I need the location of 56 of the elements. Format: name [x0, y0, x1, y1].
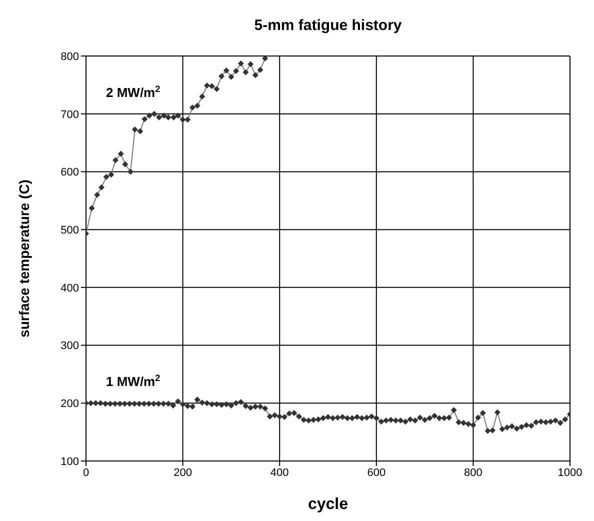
- y-tick-label: 200: [60, 398, 79, 410]
- point: [194, 102, 200, 109]
- y-tick-label: 100: [60, 456, 79, 468]
- x-axis-title: cycle: [308, 496, 348, 513]
- point: [118, 150, 124, 157]
- point: [208, 83, 215, 90]
- point: [242, 69, 249, 76]
- point: [218, 73, 225, 80]
- point: [233, 68, 240, 74]
- x-tick-label: 800: [464, 466, 482, 479]
- chart-title: 5-mm fatigue history: [254, 17, 402, 34]
- x-tick-label: 600: [367, 466, 386, 479]
- point: [204, 82, 210, 89]
- point: [160, 112, 167, 119]
- point: [223, 67, 230, 74]
- point: [180, 116, 186, 123]
- point: [88, 205, 95, 212]
- point: [189, 104, 196, 110]
- y-tick-label: 400: [60, 282, 79, 294]
- point: [103, 174, 110, 180]
- y-tick-label: 300: [60, 340, 79, 352]
- x-tick-label: 0: [82, 466, 90, 479]
- point: [214, 86, 220, 92]
- y-tick-label: 500: [60, 224, 79, 236]
- y-tick-label: 700: [60, 108, 79, 121]
- point: [228, 74, 234, 80]
- point: [238, 60, 244, 67]
- annotation: 2 MW/m$^{2}$: [106, 84, 160, 100]
- annotation: 1 MW/m$^{2}$: [106, 373, 160, 389]
- point: [165, 114, 172, 120]
- point: [142, 116, 148, 122]
- point: [257, 66, 264, 73]
- y-tick-label: 600: [60, 166, 79, 179]
- x-tick-label: 1000: [558, 466, 582, 479]
- point: [252, 72, 258, 78]
- x-tick-label: 200: [174, 466, 192, 479]
- point: [184, 116, 191, 123]
- point: [132, 126, 138, 132]
- point: [146, 112, 152, 119]
- point: [199, 94, 206, 100]
- point: [112, 157, 119, 164]
- point: [98, 184, 104, 190]
- point: [248, 61, 254, 68]
- point: [128, 168, 134, 175]
- point: [262, 56, 268, 62]
- point: [122, 161, 128, 168]
- point: [94, 192, 100, 198]
- point: [174, 112, 181, 119]
- y-axis-title: surface temperature (C): [16, 180, 32, 338]
- y-tick-label: 800: [60, 50, 79, 63]
- point: [137, 128, 144, 134]
- point: [156, 114, 162, 120]
- point: [151, 110, 158, 117]
- point: [108, 172, 114, 178]
- point: [170, 114, 177, 120]
- x-tick-label: 400: [270, 466, 289, 479]
